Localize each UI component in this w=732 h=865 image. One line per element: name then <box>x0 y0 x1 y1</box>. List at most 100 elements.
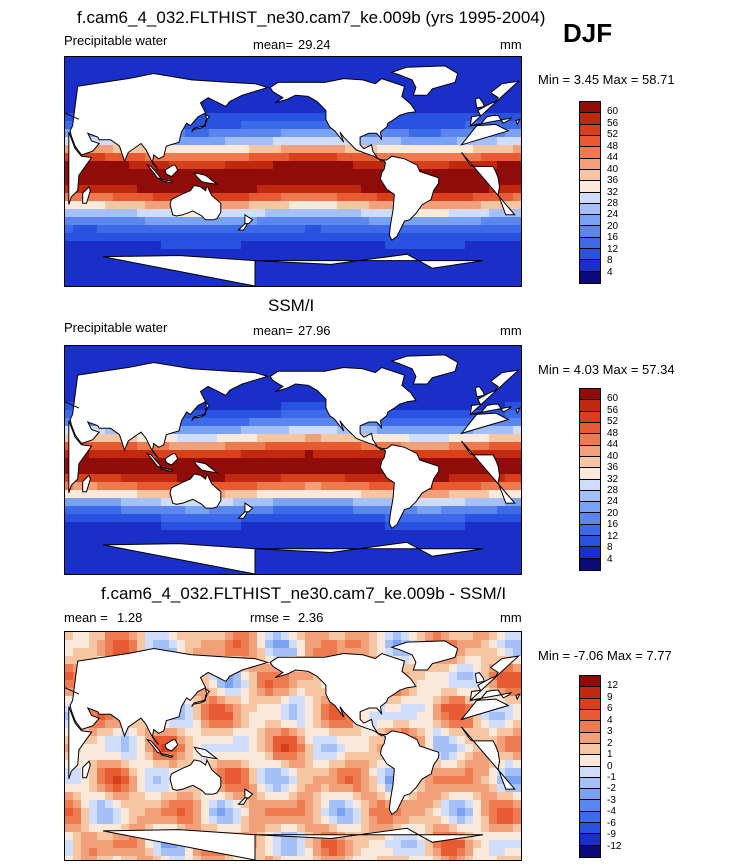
panel2-variable-label: Precipitable water <box>64 320 168 335</box>
field-cell <box>105 776 114 785</box>
field-cell <box>265 490 274 499</box>
field-cell <box>281 57 290 66</box>
continent-outline <box>269 366 417 451</box>
field-cell <box>233 450 242 459</box>
field-cell <box>65 281 74 286</box>
field-cell <box>281 466 290 475</box>
field-cell <box>137 562 146 571</box>
field-cell <box>337 281 346 286</box>
field-cell <box>257 784 266 793</box>
field-cell <box>281 442 290 451</box>
field-cell <box>433 378 442 387</box>
field-cell <box>449 712 458 721</box>
field-cell <box>481 426 490 435</box>
field-cell <box>385 498 394 507</box>
field-cell <box>441 768 450 777</box>
field-cell <box>377 554 386 563</box>
field-cell <box>249 354 258 363</box>
field-cell <box>225 728 234 737</box>
field-cell <box>505 161 514 170</box>
field-cell <box>209 672 218 681</box>
field-cell <box>289 442 298 451</box>
field-cell <box>97 840 106 849</box>
field-cell <box>257 570 266 574</box>
field-cell <box>233 466 242 475</box>
field-cell <box>73 193 82 202</box>
field-cell <box>433 185 442 194</box>
field-cell <box>289 386 298 395</box>
field-cell <box>273 776 282 785</box>
field-cell <box>361 442 370 451</box>
field-cell <box>105 177 114 186</box>
field-cell <box>369 233 378 242</box>
field-cell <box>129 273 138 282</box>
field-cell <box>265 129 274 138</box>
field-cell <box>105 466 114 475</box>
field-cell <box>409 728 418 737</box>
field-cell <box>105 530 114 539</box>
season-label: DJF <box>563 18 613 48</box>
field-cell <box>449 688 458 697</box>
field-cell <box>401 370 410 379</box>
field-cell <box>409 434 418 443</box>
field-cell <box>169 522 178 531</box>
field-cell <box>113 720 122 729</box>
field-cell <box>73 73 82 82</box>
field-cell <box>289 121 298 130</box>
colorbar-tick-label: 8 <box>607 542 613 554</box>
field-cell <box>489 570 498 574</box>
field-cell <box>377 752 386 761</box>
field-cell <box>313 426 322 435</box>
field-cell <box>329 538 338 547</box>
field-cell <box>81 241 90 250</box>
field-cell <box>105 640 114 649</box>
field-cell <box>401 265 410 274</box>
field-cell <box>513 760 521 769</box>
field-cell <box>505 450 514 459</box>
field-cell <box>465 562 474 571</box>
field-cell <box>473 554 482 563</box>
field-cell <box>489 546 498 555</box>
field-cell <box>305 434 314 443</box>
field-cell <box>89 169 98 178</box>
field-cell <box>249 752 258 761</box>
field-cell <box>281 712 290 721</box>
field-cell <box>385 776 394 785</box>
field-cell <box>89 346 98 355</box>
field-cell <box>329 474 338 483</box>
field-cell <box>265 792 274 801</box>
colorbar-swatch <box>580 490 600 503</box>
field-cell <box>209 129 218 138</box>
field-cell <box>289 514 298 523</box>
field-cell <box>497 530 506 539</box>
field-cell <box>489 728 498 737</box>
field-cell <box>145 824 154 833</box>
field-cell <box>257 161 266 170</box>
field-cell <box>105 153 114 162</box>
field-cell <box>433 281 442 286</box>
field-cell <box>433 450 442 459</box>
field-cell <box>449 458 458 467</box>
field-cell <box>313 712 322 721</box>
field-cell <box>113 458 122 467</box>
field-cell <box>201 249 210 258</box>
field-cell <box>489 736 498 745</box>
field-cell <box>153 760 162 769</box>
field-cell <box>257 193 266 202</box>
field-cell <box>121 554 130 563</box>
field-cell <box>281 410 290 419</box>
field-cell <box>377 562 386 571</box>
field-cell <box>481 482 490 491</box>
field-cell <box>185 233 194 242</box>
field-cell <box>281 73 290 82</box>
field-cell <box>297 776 306 785</box>
field-cell <box>177 474 186 483</box>
field-cell <box>169 354 178 363</box>
field-cell <box>249 105 258 114</box>
field-cell <box>337 736 346 745</box>
field-cell <box>465 193 474 202</box>
field-cell <box>233 824 242 833</box>
field-cell <box>345 744 354 753</box>
field-cell <box>65 378 74 387</box>
field-cell <box>505 217 514 226</box>
